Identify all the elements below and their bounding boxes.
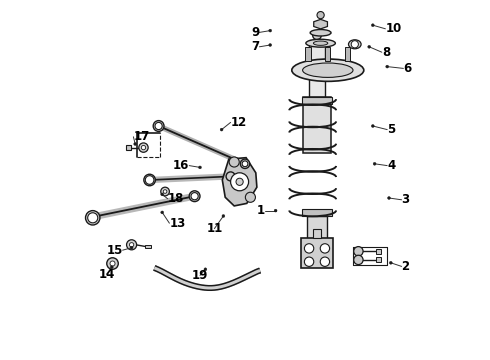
Circle shape	[141, 145, 146, 150]
Circle shape	[317, 12, 324, 19]
Ellipse shape	[303, 63, 353, 77]
Ellipse shape	[306, 39, 335, 47]
Text: 9: 9	[251, 26, 259, 39]
Circle shape	[130, 246, 133, 249]
Text: 16: 16	[173, 159, 189, 172]
Bar	[145, 245, 151, 248]
Circle shape	[386, 65, 389, 68]
Ellipse shape	[310, 30, 331, 36]
Bar	[345, 47, 350, 61]
Circle shape	[139, 143, 148, 152]
Ellipse shape	[314, 41, 328, 45]
Circle shape	[155, 122, 162, 130]
Circle shape	[198, 166, 201, 169]
Text: 18: 18	[168, 192, 184, 205]
Circle shape	[274, 209, 277, 212]
Polygon shape	[314, 19, 327, 29]
Text: 5: 5	[387, 123, 395, 136]
Ellipse shape	[240, 159, 250, 168]
Ellipse shape	[153, 121, 164, 131]
Circle shape	[126, 240, 137, 250]
Circle shape	[220, 128, 223, 131]
Circle shape	[88, 213, 98, 223]
Circle shape	[161, 211, 164, 214]
Text: 8: 8	[382, 46, 390, 59]
Circle shape	[161, 193, 164, 196]
Text: 6: 6	[403, 62, 412, 75]
Circle shape	[368, 45, 370, 48]
Circle shape	[371, 125, 374, 127]
Circle shape	[371, 24, 374, 27]
Circle shape	[145, 176, 154, 184]
Text: 7: 7	[251, 40, 259, 53]
Bar	[302, 209, 332, 216]
Polygon shape	[222, 158, 257, 206]
Circle shape	[269, 29, 271, 32]
Text: 10: 10	[386, 22, 402, 35]
Bar	[303, 97, 331, 153]
Circle shape	[354, 255, 363, 265]
Text: 17: 17	[133, 130, 149, 143]
Circle shape	[134, 143, 137, 145]
Circle shape	[236, 178, 243, 185]
Ellipse shape	[189, 191, 200, 202]
Circle shape	[110, 261, 115, 266]
Circle shape	[242, 161, 248, 167]
Circle shape	[204, 268, 207, 271]
Text: 4: 4	[387, 159, 395, 172]
Bar	[307, 216, 327, 256]
Circle shape	[191, 193, 198, 200]
Bar	[302, 97, 332, 104]
Circle shape	[304, 244, 314, 253]
Circle shape	[390, 261, 392, 264]
Bar	[325, 47, 330, 61]
Text: 14: 14	[98, 268, 115, 281]
Circle shape	[313, 31, 321, 40]
Text: 1: 1	[257, 204, 265, 217]
Polygon shape	[154, 266, 260, 290]
Text: 11: 11	[206, 222, 222, 235]
Text: 19: 19	[192, 269, 208, 282]
Bar	[313, 229, 321, 238]
Circle shape	[110, 266, 113, 269]
Circle shape	[388, 197, 391, 199]
Ellipse shape	[226, 172, 235, 181]
Ellipse shape	[348, 40, 361, 49]
Circle shape	[351, 41, 358, 48]
Circle shape	[222, 215, 225, 217]
Text: 13: 13	[170, 217, 186, 230]
Ellipse shape	[86, 211, 100, 225]
Circle shape	[129, 243, 134, 247]
Ellipse shape	[292, 59, 364, 81]
Circle shape	[354, 247, 363, 256]
Circle shape	[107, 258, 118, 269]
Bar	[309, 40, 325, 97]
Circle shape	[231, 173, 248, 191]
Circle shape	[320, 244, 330, 253]
Text: 12: 12	[231, 116, 247, 129]
Bar	[376, 257, 381, 262]
Circle shape	[373, 162, 376, 165]
Circle shape	[161, 187, 170, 196]
Text: 15: 15	[106, 244, 122, 257]
Ellipse shape	[144, 174, 155, 186]
Bar	[301, 238, 333, 268]
Bar	[376, 249, 381, 254]
Circle shape	[245, 192, 255, 202]
Bar	[126, 145, 130, 150]
Circle shape	[269, 44, 271, 46]
Text: 3: 3	[402, 193, 410, 206]
Circle shape	[229, 157, 239, 167]
Text: 2: 2	[402, 260, 410, 273]
Circle shape	[320, 257, 330, 266]
Circle shape	[163, 190, 167, 193]
Circle shape	[304, 257, 314, 266]
Bar	[305, 47, 311, 61]
